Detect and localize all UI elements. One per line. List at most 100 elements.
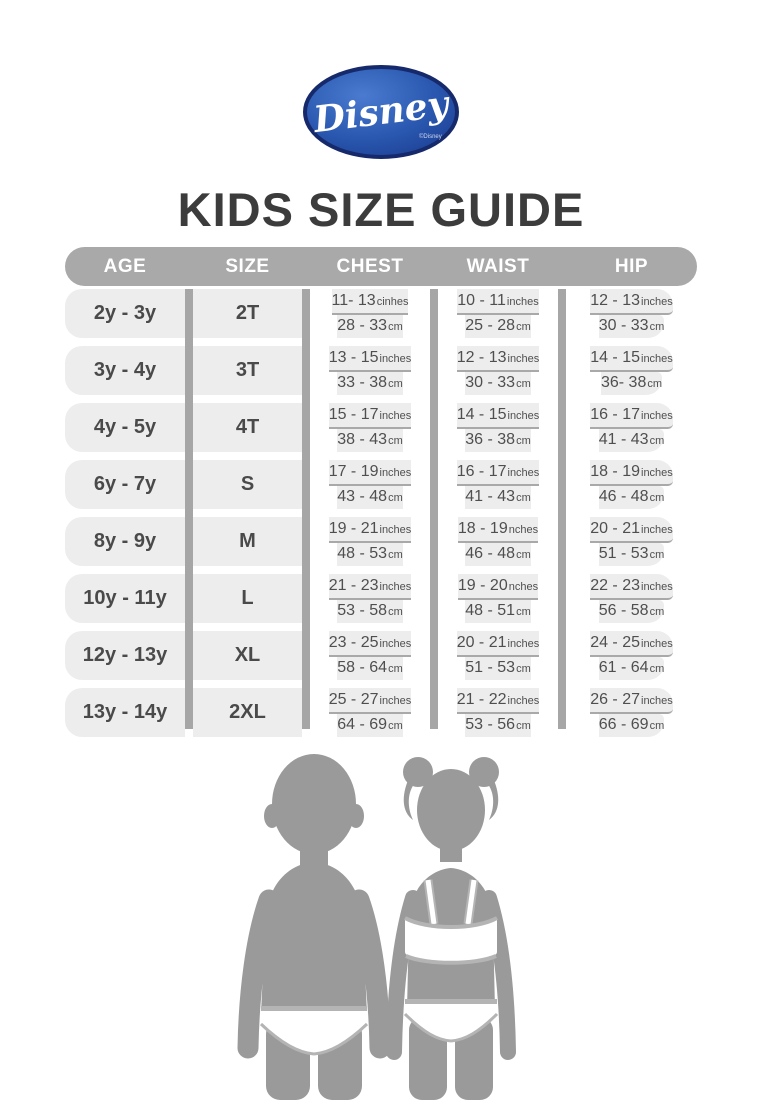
cm-subcell: 53 - 58 cm bbox=[337, 599, 403, 623]
inches-subcell: 16 - 17 inches bbox=[590, 403, 673, 429]
hip-cell: 22 - 23 inches 56 - 58 cm bbox=[566, 574, 697, 623]
measurement-value: 43 - 48 bbox=[337, 488, 388, 506]
age-cell: 4y - 5y bbox=[65, 403, 185, 452]
measurement-unit: cm bbox=[649, 435, 665, 448]
measurement-unit: inches bbox=[641, 523, 673, 536]
measurement-unit: cm bbox=[516, 492, 531, 505]
size-cell: S bbox=[193, 460, 302, 509]
measurement-value: 14 - 15 bbox=[590, 348, 640, 366]
measurement-unit: inches bbox=[641, 466, 673, 479]
measurement-unit: cm bbox=[649, 663, 665, 676]
logo-copyright: ©Disney bbox=[419, 133, 442, 140]
cm-subcell: 30 - 33 cm bbox=[465, 371, 531, 395]
measurement-unit: inches bbox=[379, 352, 412, 365]
cm-subcell: 51 - 53 cm bbox=[465, 656, 531, 680]
kids-silhouettes bbox=[221, 752, 541, 1100]
header-age: AGE bbox=[103, 255, 147, 277]
measurement-value: 41 - 43 bbox=[598, 431, 649, 449]
measurement-value: 25 - 28 bbox=[465, 317, 516, 335]
waist-cell: 12 - 13 inches 30 - 33 cm bbox=[438, 346, 558, 395]
measurement-value: 25 - 27 bbox=[328, 690, 379, 708]
measurement-unit: inches bbox=[507, 409, 540, 422]
hip-cell: 16 - 17 inches 41 - 43 cm bbox=[566, 403, 697, 452]
measurement-value: 10 - 11 bbox=[457, 291, 506, 309]
waist-cell: 14 - 15 inches 36 - 38 cm bbox=[438, 403, 558, 452]
hip-cell: 12 - 13 inches 30 - 33 cm bbox=[566, 289, 697, 338]
boy-silhouette-icon bbox=[237, 754, 391, 1100]
measurement-unit: cm bbox=[388, 492, 403, 505]
hip-cell: 14 - 15 inches 36- 38 cm bbox=[566, 346, 697, 395]
inches-subcell: 18 - 19 inches bbox=[590, 460, 673, 486]
measurement-unit: cm bbox=[516, 663, 531, 676]
cm-subcell: 46 - 48 cm bbox=[598, 485, 665, 509]
measurement-unit: cm bbox=[516, 321, 531, 334]
measurement-value: 41 - 43 bbox=[465, 488, 516, 506]
measurement-unit: cm bbox=[388, 549, 403, 562]
inches-subcell: 22 - 23 inches bbox=[590, 574, 673, 600]
measurement-value: 19 - 21 bbox=[328, 519, 379, 537]
measurement-value: 12 - 13 bbox=[456, 348, 507, 366]
measurement-value: 58 - 64 bbox=[337, 659, 388, 677]
measurement-unit: cm bbox=[649, 606, 665, 619]
age-cell: 2y - 3y bbox=[65, 289, 185, 338]
measurement-value: 16 - 17 bbox=[456, 462, 507, 480]
inches-subcell: 21 - 23 inches bbox=[328, 574, 412, 600]
measurement-value: 20 - 21 bbox=[456, 633, 507, 651]
measurement-unit: cm bbox=[388, 720, 403, 733]
measurement-value: 38 - 43 bbox=[337, 431, 388, 449]
measurement-unit: inches bbox=[379, 409, 412, 422]
table-body: 2y - 3y 2T 11- 13 cinhes 28 - 33 cm 10 - 1… bbox=[65, 289, 697, 737]
measurement-unit: inches bbox=[506, 295, 539, 308]
cm-subcell: 41 - 43 cm bbox=[598, 428, 665, 452]
cm-subcell: 43 - 48 cm bbox=[337, 485, 403, 509]
inches-subcell: 24 - 25 inches bbox=[590, 631, 673, 657]
measurement-value: 30 - 33 bbox=[598, 317, 649, 335]
table-row: 3y - 4y 3T 13 - 15 inches 33 - 38 cm 12 - … bbox=[65, 346, 697, 395]
measurement-value: 14 - 15 bbox=[456, 405, 507, 423]
measurement-unit: inches bbox=[507, 466, 540, 479]
cm-subcell: 48 - 51 cm bbox=[465, 599, 531, 623]
measurement-value: 53 - 56 bbox=[465, 716, 516, 734]
table-row: 10y - 11y L 21 - 23 inches 53 - 58 cm 19 -… bbox=[65, 574, 697, 623]
table-row: 6y - 7y S 17 - 19 inches 43 - 48 cm 16 - 1… bbox=[65, 460, 697, 509]
cm-subcell: 41 - 43 cm bbox=[465, 485, 531, 509]
table-header-row: AGE SIZE CHEST WAIST HIP bbox=[65, 247, 697, 286]
measurement-unit: cm bbox=[649, 549, 665, 562]
age-cell: 12y - 13y bbox=[65, 631, 185, 680]
measurement-value: 26 - 27 bbox=[590, 690, 640, 708]
cm-subcell: 61 - 64 cm bbox=[598, 656, 665, 680]
size-cell: 3T bbox=[193, 346, 302, 395]
inches-subcell: 12 - 13 inches bbox=[590, 289, 673, 315]
measurement-value: 12 - 13 bbox=[590, 291, 640, 309]
measurement-unit: cm bbox=[388, 378, 403, 391]
measurement-unit: inches bbox=[641, 295, 673, 308]
table-row: 8y - 9y M 19 - 21 inches 48 - 53 cm 18 - 1… bbox=[65, 517, 697, 566]
measurement-unit: cm bbox=[649, 492, 665, 505]
chest-cell: 21 - 23 inches 53 - 58 cm bbox=[310, 574, 430, 623]
measurement-unit: inches bbox=[641, 409, 673, 422]
measurement-value: 64 - 69 bbox=[337, 716, 388, 734]
inches-subcell: 19 - 20 nches bbox=[457, 574, 539, 600]
measurement-unit: cm bbox=[649, 321, 665, 334]
measurement-value: 17 - 19 bbox=[328, 462, 379, 480]
header-waist: WAIST bbox=[466, 255, 530, 277]
column-divider bbox=[430, 289, 438, 729]
measurement-unit: inches bbox=[379, 580, 412, 593]
measurement-value: 56 - 58 bbox=[598, 602, 649, 620]
header-size: SIZE bbox=[225, 255, 270, 277]
age-cell: 3y - 4y bbox=[65, 346, 185, 395]
measurement-value: 18 - 19 bbox=[590, 462, 640, 480]
size-cell: XL bbox=[193, 631, 302, 680]
inches-subcell: 14 - 15 inches bbox=[456, 403, 540, 429]
cm-subcell: 66 - 69 cm bbox=[598, 713, 665, 737]
size-cell: 2T bbox=[193, 289, 302, 338]
measurement-unit: cm bbox=[647, 378, 663, 391]
waist-cell: 21 - 22 inches 53 - 56 cm bbox=[438, 688, 558, 737]
chest-cell: 11- 13 cinhes 28 - 33 cm bbox=[310, 289, 430, 338]
chest-cell: 25 - 27 inches 64 - 69 cm bbox=[310, 688, 430, 737]
measurement-unit: inches bbox=[379, 637, 412, 650]
hip-cell: 20 - 21 inches 51 - 53 cm bbox=[566, 517, 697, 566]
measurement-unit: cm bbox=[388, 435, 403, 448]
measurement-value: 22 - 23 bbox=[590, 576, 640, 594]
measurement-value: 19 - 20 bbox=[457, 576, 508, 594]
